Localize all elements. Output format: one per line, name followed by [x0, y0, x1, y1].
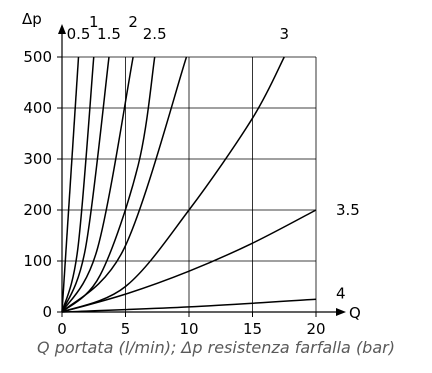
- series-labels: 0.511.5 2 2.5 3 3.5 4: [67, 13, 360, 302]
- series-curve: [61, 56, 110, 313]
- series-curve: [61, 56, 95, 313]
- series-label: 0.5: [67, 25, 91, 43]
- axes: [57, 24, 346, 317]
- series-label: 1.5: [97, 25, 121, 43]
- x-tick-label: 10: [179, 320, 198, 338]
- series-curve: [61, 56, 285, 313]
- y-tick-label: 0: [42, 303, 52, 321]
- x-tick-label: 0: [57, 320, 67, 338]
- y-axis-arrow: [58, 24, 66, 34]
- x-tick-label: 5: [121, 320, 131, 338]
- series-label: 1: [89, 13, 99, 31]
- series-curve: [61, 209, 317, 313]
- series-label: 3.5: [336, 201, 360, 219]
- x-tick-label: 15: [243, 320, 262, 338]
- y-tick-label: 300: [23, 150, 52, 168]
- x-tick-label: 20: [306, 320, 325, 338]
- series-label: 3: [279, 25, 289, 43]
- series-label: 4: [336, 284, 346, 302]
- series-label: 2: [128, 13, 138, 31]
- y-tick-label: 200: [23, 201, 52, 219]
- series-curve: [61, 56, 80, 313]
- series-curve: [61, 298, 317, 313]
- x-axis-label: Q: [349, 304, 361, 322]
- series-curve: [61, 56, 188, 313]
- series-label: 2.5: [143, 25, 167, 43]
- y-tick-label: 400: [23, 99, 52, 117]
- chart-caption: Q portata (l/min); Δp resistenza farfall…: [37, 338, 395, 357]
- y-axis-label: Δp: [22, 10, 42, 28]
- y-tick-label: 500: [23, 48, 52, 66]
- series-curve: [61, 56, 134, 313]
- curves: [61, 56, 317, 313]
- x-axis-arrow: [336, 308, 346, 316]
- y-tick-label: 100: [23, 252, 52, 270]
